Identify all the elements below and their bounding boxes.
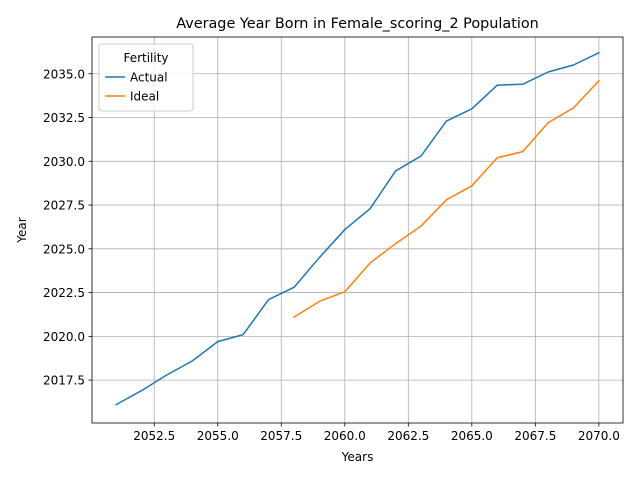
- x-axis-label: Years: [341, 450, 374, 464]
- grid-layer: [92, 37, 623, 423]
- y-tick-label: 2017.5: [43, 374, 85, 388]
- legend-label-ideal: Ideal: [130, 90, 159, 104]
- y-tick-label: 2022.5: [43, 286, 85, 300]
- y-tick-label: 2032.5: [43, 111, 85, 125]
- x-tick-label: 2060.0: [324, 429, 366, 443]
- y-tick-label: 2025.0: [43, 242, 85, 256]
- chart-title: Average Year Born in Female_scoring_2 Po…: [176, 16, 539, 32]
- legend-label-actual: Actual: [130, 71, 168, 85]
- series-layer: [115, 51, 600, 406]
- legend-box: [98, 43, 194, 112]
- x-tick-label: 2057.5: [260, 429, 302, 443]
- y-tick-label: 2035.0: [43, 67, 85, 81]
- legend: Fertility Actual Ideal: [98, 43, 194, 112]
- legend-title: Fertility: [123, 51, 168, 65]
- x-tick-label: 2055.0: [197, 429, 239, 443]
- x-tick-label: 2052.5: [133, 429, 175, 443]
- x-tick-label: 2062.5: [387, 429, 429, 443]
- x-tick-label: 2070.0: [578, 429, 620, 443]
- y-tick-label: 2020.0: [43, 330, 85, 344]
- y-tick-label: 2027.5: [43, 199, 85, 213]
- series-line-ideal: [292, 79, 600, 319]
- y-axis-label: Year: [15, 217, 29, 243]
- series-line-actual: [115, 51, 600, 406]
- plot-frame: [91, 36, 624, 424]
- axis-layer: 2052.5 2055.0 2057.5 2060.0 2062.5 2065.0 2067…: [43, 67, 620, 443]
- y-tick-label: 2030.0: [43, 155, 85, 169]
- x-tick-label: 2067.5: [514, 429, 556, 443]
- x-tick-label: 2065.0: [451, 429, 493, 443]
